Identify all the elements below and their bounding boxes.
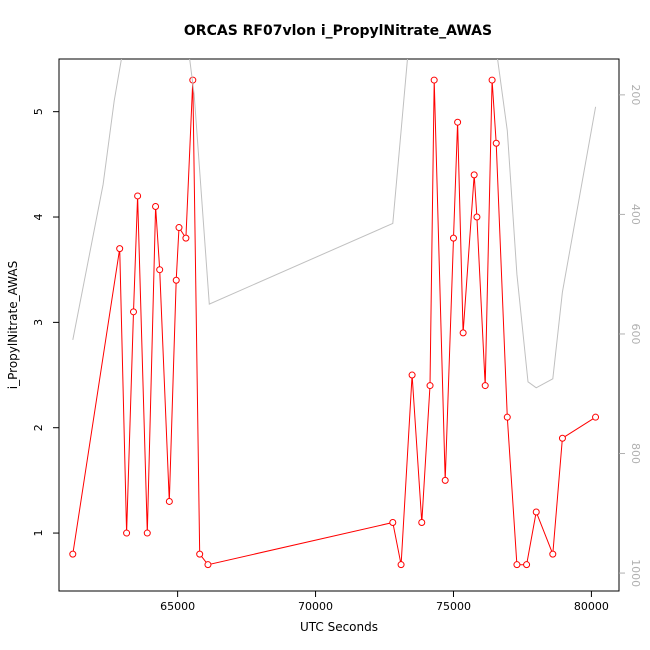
x-axis-label: UTC Seconds xyxy=(300,620,378,634)
y-tick-label: 2 xyxy=(32,424,45,431)
x-tick-label: 65000 xyxy=(160,600,195,613)
data-point xyxy=(481,382,489,390)
data-point xyxy=(441,476,449,484)
y2-tick-label: 400 xyxy=(629,204,642,225)
data-point xyxy=(182,234,190,242)
data-point xyxy=(204,561,212,569)
x-tick-label: 70000 xyxy=(298,600,333,613)
x-tick-label: 75000 xyxy=(436,600,471,613)
data-point xyxy=(418,519,426,527)
y2-tick-label: 1000 xyxy=(629,559,642,587)
series-line xyxy=(72,80,596,566)
data-point xyxy=(116,245,124,253)
data-point xyxy=(459,329,467,337)
data-point xyxy=(513,561,521,569)
data-point xyxy=(523,561,531,569)
series-layer xyxy=(69,59,600,569)
data-point xyxy=(473,213,481,221)
plot-area xyxy=(58,58,620,592)
axis-ticks: 65000 70000 75000 80000 1 2 3 4 5 200 400 600 800 100… xyxy=(32,84,642,613)
data-point xyxy=(592,413,600,421)
data-point xyxy=(156,266,164,274)
data-point xyxy=(426,382,434,390)
data-point xyxy=(408,371,416,379)
data-point xyxy=(389,519,397,527)
data-point xyxy=(129,308,137,316)
data-point xyxy=(69,550,77,558)
data-point xyxy=(165,497,173,505)
data-point xyxy=(123,529,131,537)
data-point xyxy=(454,118,462,126)
chart-title: ORCAS RF07vlon i_PropylNitrate_AWAS xyxy=(184,23,492,39)
x-tick-label: 80000 xyxy=(574,600,609,613)
series-0 xyxy=(69,76,600,569)
data-point xyxy=(549,550,557,558)
y-axis-label: i_PropylNitrate_AWAS xyxy=(6,261,20,389)
y2-tick-label: 800 xyxy=(629,443,642,464)
data-point xyxy=(470,171,478,179)
y-tick-label: 1 xyxy=(32,530,45,537)
data-point xyxy=(503,413,511,421)
data-point xyxy=(152,202,160,210)
series-1 xyxy=(72,59,597,389)
series-line xyxy=(72,59,597,389)
y2-tick-label: 200 xyxy=(629,84,642,105)
data-point xyxy=(196,550,204,558)
data-point xyxy=(175,224,183,232)
data-point xyxy=(532,508,540,516)
y-tick-label: 3 xyxy=(32,319,45,326)
data-point xyxy=(492,139,500,147)
data-point xyxy=(430,76,438,84)
data-point xyxy=(172,276,180,284)
data-point xyxy=(134,192,142,200)
y-tick-label: 5 xyxy=(32,108,45,115)
y-tick-label: 4 xyxy=(32,214,45,221)
data-point xyxy=(488,76,496,84)
y2-tick-label: 600 xyxy=(629,323,642,344)
data-point xyxy=(397,561,405,569)
data-point xyxy=(449,234,457,242)
data-point xyxy=(143,529,151,537)
data-point xyxy=(558,434,566,442)
